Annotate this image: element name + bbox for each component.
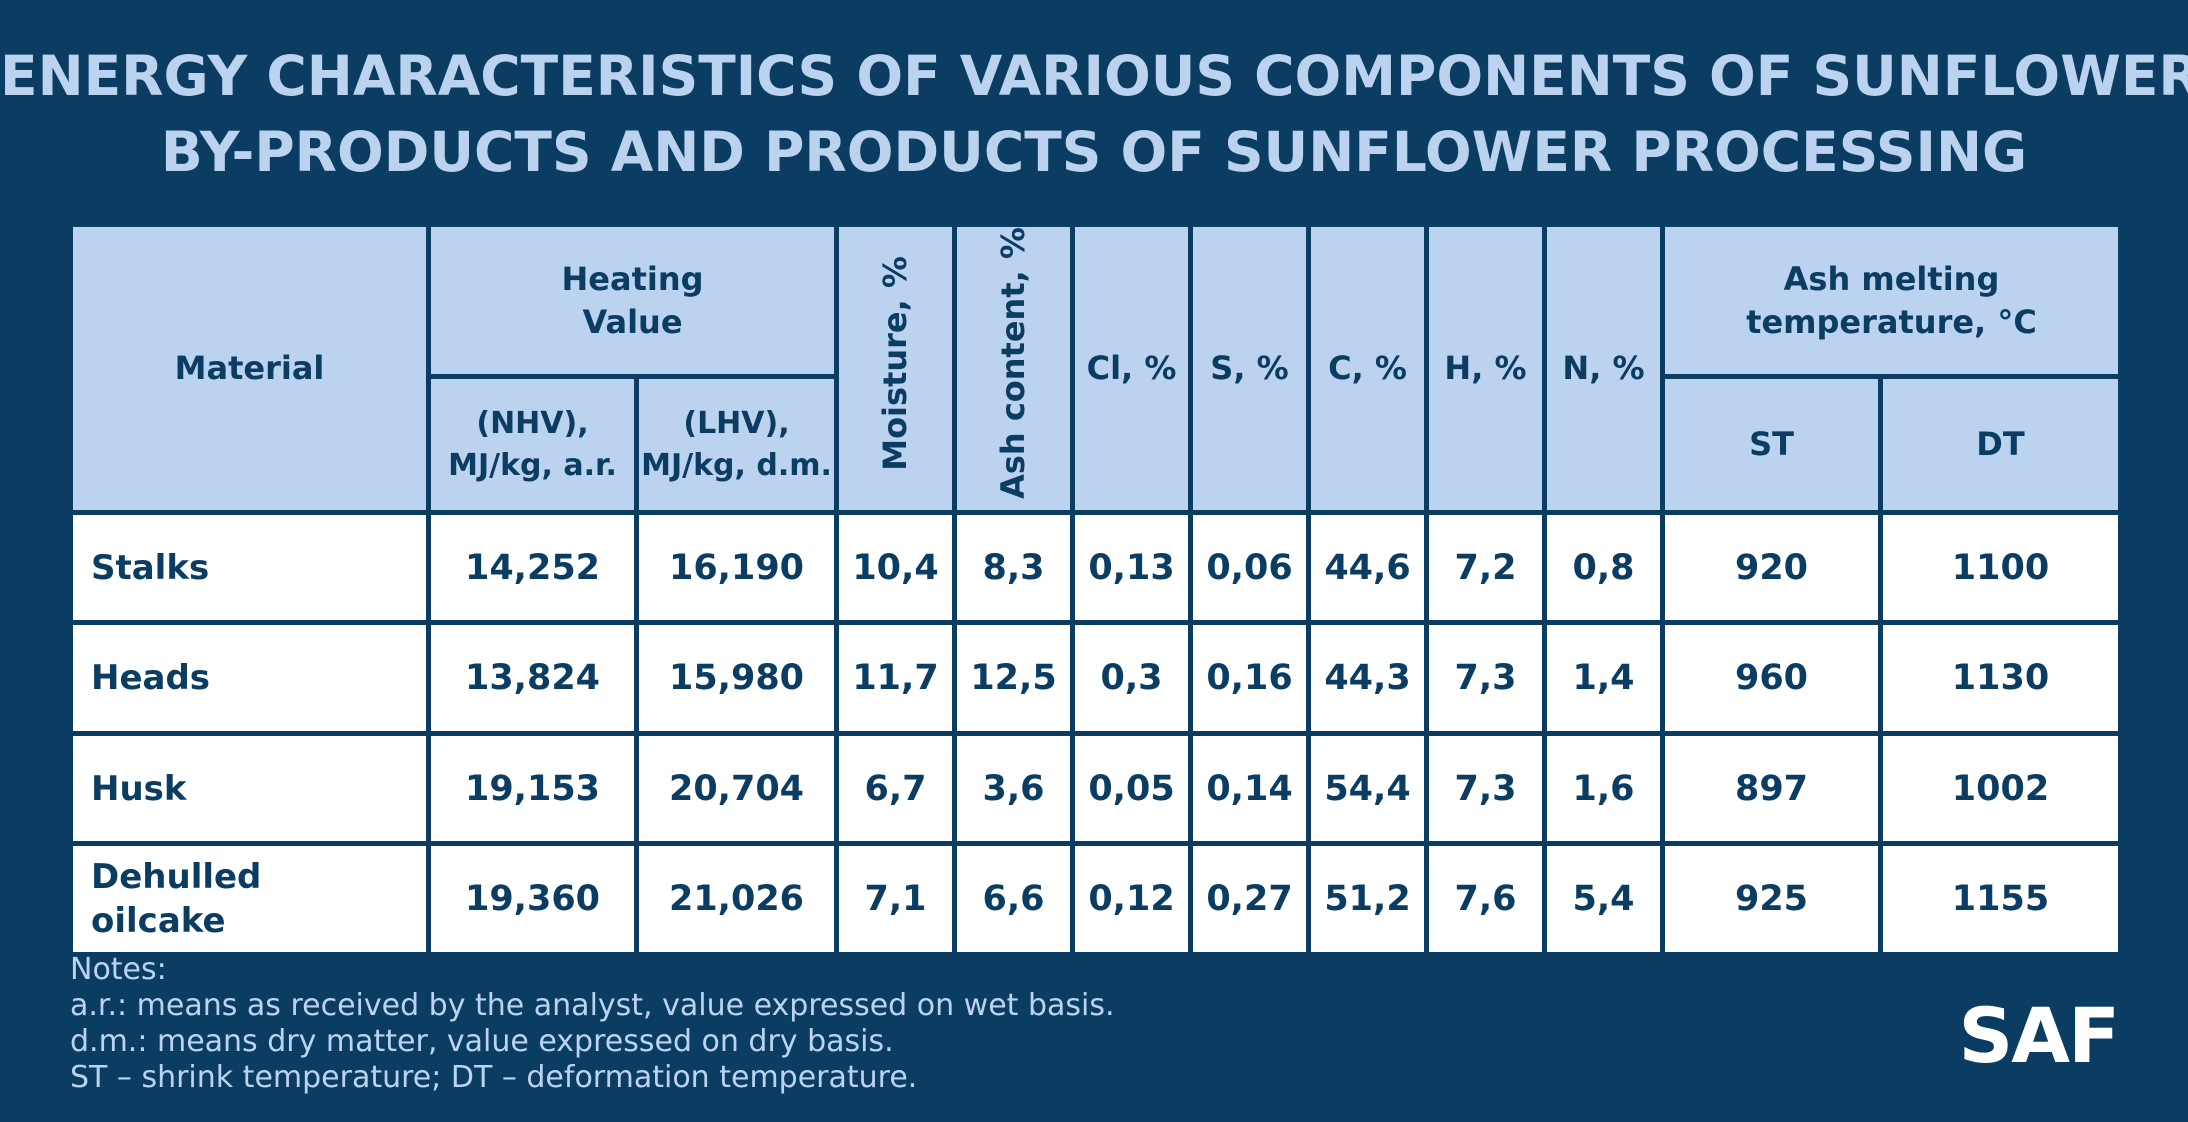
header-dt: DT: [1878, 374, 2123, 515]
value-cell: 10,4: [834, 509, 957, 626]
value-cell: 7,6: [1424, 841, 1547, 957]
header-nhv: (NHV), MJ/kg, a.r.: [426, 374, 639, 515]
value-cell: 19,360: [426, 841, 639, 957]
value-cell: 1,6: [1542, 730, 1665, 847]
value-cell: 6,6: [952, 841, 1075, 957]
value-cell: 7,3: [1424, 730, 1547, 847]
material-cell: Husk: [68, 730, 431, 847]
header-moisture: Moisture, %: [834, 222, 957, 515]
value-cell: 1155: [1878, 841, 2123, 957]
value-cell: 1002: [1878, 730, 2123, 847]
value-cell: 20,704: [634, 730, 839, 847]
value-cell: 0,05: [1070, 730, 1193, 847]
notes-line-3: ST – shrink temperature; DT – deformatio…: [70, 1060, 918, 1095]
value-cell: 54,4: [1306, 730, 1429, 847]
value-cell: 21,026: [634, 841, 839, 957]
value-cell: 15,980: [634, 620, 839, 736]
value-cell: 7,1: [834, 841, 957, 957]
header-lhv: (LHV), MJ/kg, d.m.: [634, 374, 839, 515]
value-cell: 12,5: [952, 620, 1075, 736]
value-cell: 44,3: [1306, 620, 1429, 736]
title-line-2: BY-PRODUCTS AND PRODUCTS OF SUNFLOWER PR…: [160, 120, 2028, 184]
header-n: N, %: [1542, 222, 1665, 515]
value-cell: 11,7: [834, 620, 957, 736]
value-cell: 0,14: [1188, 730, 1311, 847]
header-cl: Cl, %: [1070, 222, 1193, 515]
value-cell: 14,252: [426, 509, 639, 626]
page-title: ENERGY CHARACTERISTICS OF VARIOUS COMPON…: [0, 38, 2188, 190]
header-ash-content: Ash content, %: [952, 222, 1075, 515]
header-st: ST: [1660, 374, 1883, 515]
table-row: Heads 13,824 15,980 11,7 12,5 0,3 0,16 44,3 7,3 1…: [68, 620, 2123, 736]
value-cell: 51,2: [1306, 841, 1429, 957]
value-cell: 0,12: [1070, 841, 1193, 957]
value-cell: 0,16: [1188, 620, 1311, 736]
value-cell: 8,3: [952, 509, 1075, 626]
header-c: C, %: [1306, 222, 1429, 515]
data-table: Material Heating Value Moisture, % Ash c…: [68, 221, 2123, 957]
value-cell: 897: [1660, 730, 1883, 847]
value-cell: 0,13: [1070, 509, 1193, 626]
material-cell: Dehulled oilcake: [68, 841, 431, 957]
header-s: S, %: [1188, 222, 1311, 515]
value-cell: 16,190: [634, 509, 839, 626]
value-cell: 5,4: [1542, 841, 1665, 957]
value-cell: 0,8: [1542, 509, 1665, 626]
value-cell: 6,7: [834, 730, 957, 847]
header-h: H, %: [1424, 222, 1547, 515]
value-cell: 925: [1660, 841, 1883, 957]
notes: Notes: a.r.: means as received by the an…: [70, 952, 1115, 1096]
value-cell: 960: [1660, 620, 1883, 736]
value-cell: 44,6: [1306, 509, 1429, 626]
value-cell: 7,2: [1424, 509, 1547, 626]
value-cell: 920: [1660, 509, 1883, 626]
value-cell: 7,3: [1424, 620, 1547, 736]
value-cell: 0,27: [1188, 841, 1311, 957]
header-material: Material: [68, 222, 431, 515]
value-cell: 13,824: [426, 620, 639, 736]
value-cell: 3,6: [952, 730, 1075, 847]
material-cell: Heads: [68, 620, 431, 736]
material-cell: Stalks: [68, 509, 431, 626]
notes-line-1: a.r.: means as received by the analyst, …: [70, 988, 1115, 1023]
table-row: Husk 19,153 20,704 6,7 3,6 0,05 0,14 54,4 7,3 1,6…: [68, 730, 2123, 847]
header-ash-melting: Ash melting temperature, °C: [1660, 221, 2123, 380]
value-cell: 0,06: [1188, 509, 1311, 626]
table-row: Stalks 14,252 16,190 10,4 8,3 0,13 0,06 44,6 7,2…: [68, 509, 2123, 626]
value-cell: 1100: [1878, 509, 2123, 626]
header-heating-value: Heating Value: [426, 221, 839, 380]
value-cell: 1,4: [1542, 620, 1665, 736]
saf-logo: SAF: [1958, 991, 2120, 1080]
notes-line-2: d.m.: means dry matter, value expressed …: [70, 1024, 894, 1059]
notes-heading: Notes:: [70, 952, 167, 987]
value-cell: 0,3: [1070, 620, 1193, 736]
value-cell: 1130: [1878, 620, 2123, 736]
table-row: Dehulled oilcake 19,360 21,026 7,1 6,6 0,12 0,…: [68, 841, 2123, 957]
value-cell: 19,153: [426, 730, 639, 847]
title-line-1: ENERGY CHARACTERISTICS OF VARIOUS COMPON…: [0, 44, 2188, 108]
table-body: Stalks 14,252 16,190 10,4 8,3 0,13 0,06 44,6 7,2…: [68, 509, 2123, 957]
